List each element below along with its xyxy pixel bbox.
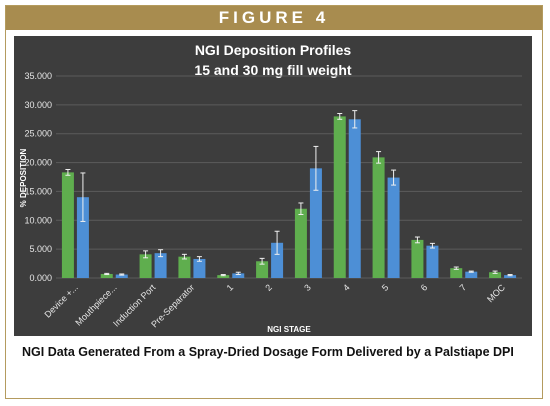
chart-title: NGI Deposition Profiles — [195, 42, 352, 58]
bar — [387, 177, 400, 278]
bar — [348, 119, 361, 279]
x-axis-label: NGI STAGE — [267, 325, 311, 334]
figure-header: FIGURE 4 — [6, 6, 542, 30]
bar — [76, 197, 89, 278]
bar — [333, 116, 346, 279]
bar — [504, 275, 517, 278]
bar — [193, 258, 206, 278]
bar — [232, 273, 245, 278]
y-tick-label: 30.000 — [24, 100, 52, 110]
bar — [154, 253, 167, 278]
x-tick-label: 6 — [419, 282, 430, 293]
y-tick-label: 0.000 — [29, 273, 52, 283]
y-tick-label: 15.000 — [24, 186, 52, 196]
y-tick-labels: 0.000 5.000 10.000 15.000 20.000 25.000 30.000… — [24, 71, 52, 283]
bar — [372, 157, 385, 278]
ngi-chart: NGI Deposition Profiles 15 and 30 mg fil… — [14, 36, 532, 336]
bar — [217, 275, 230, 278]
bar — [465, 271, 478, 278]
y-tick-label: 35.000 — [24, 71, 52, 81]
bar — [100, 273, 113, 278]
bars — [61, 116, 517, 279]
figure-caption: NGI Data Generated From a Spray-Dried Do… — [22, 345, 514, 359]
bar — [256, 261, 269, 278]
x-tick-label: 5 — [380, 282, 391, 293]
bar — [139, 254, 152, 278]
gridlines — [56, 75, 522, 279]
x-tick-label: 4 — [341, 282, 352, 293]
bar — [115, 274, 128, 278]
x-tick-label: 3 — [302, 282, 313, 293]
error-bars — [65, 110, 513, 277]
y-tick-label: 25.000 — [24, 129, 52, 139]
y-tick-label: 20.000 — [24, 158, 52, 168]
bar — [271, 242, 284, 278]
bar — [489, 272, 502, 278]
y-axis-label: % DEPOSITION — [19, 148, 28, 207]
bar — [61, 172, 74, 278]
figure-frame — [5, 5, 543, 399]
x-tick-label: 1 — [225, 282, 236, 293]
bar — [426, 245, 439, 278]
x-tick-label: 7 — [458, 282, 469, 293]
chart-subtitle: 15 and 30 mg fill weight — [194, 62, 351, 78]
x-tick-label: 2 — [263, 282, 274, 293]
y-tick-label: 5.000 — [29, 244, 52, 254]
bar — [450, 268, 463, 278]
bar — [178, 256, 191, 278]
bar — [294, 208, 307, 278]
y-tick-label: 10.000 — [24, 215, 52, 225]
bar — [411, 239, 424, 278]
chart-background — [14, 36, 532, 336]
bar — [309, 168, 322, 278]
